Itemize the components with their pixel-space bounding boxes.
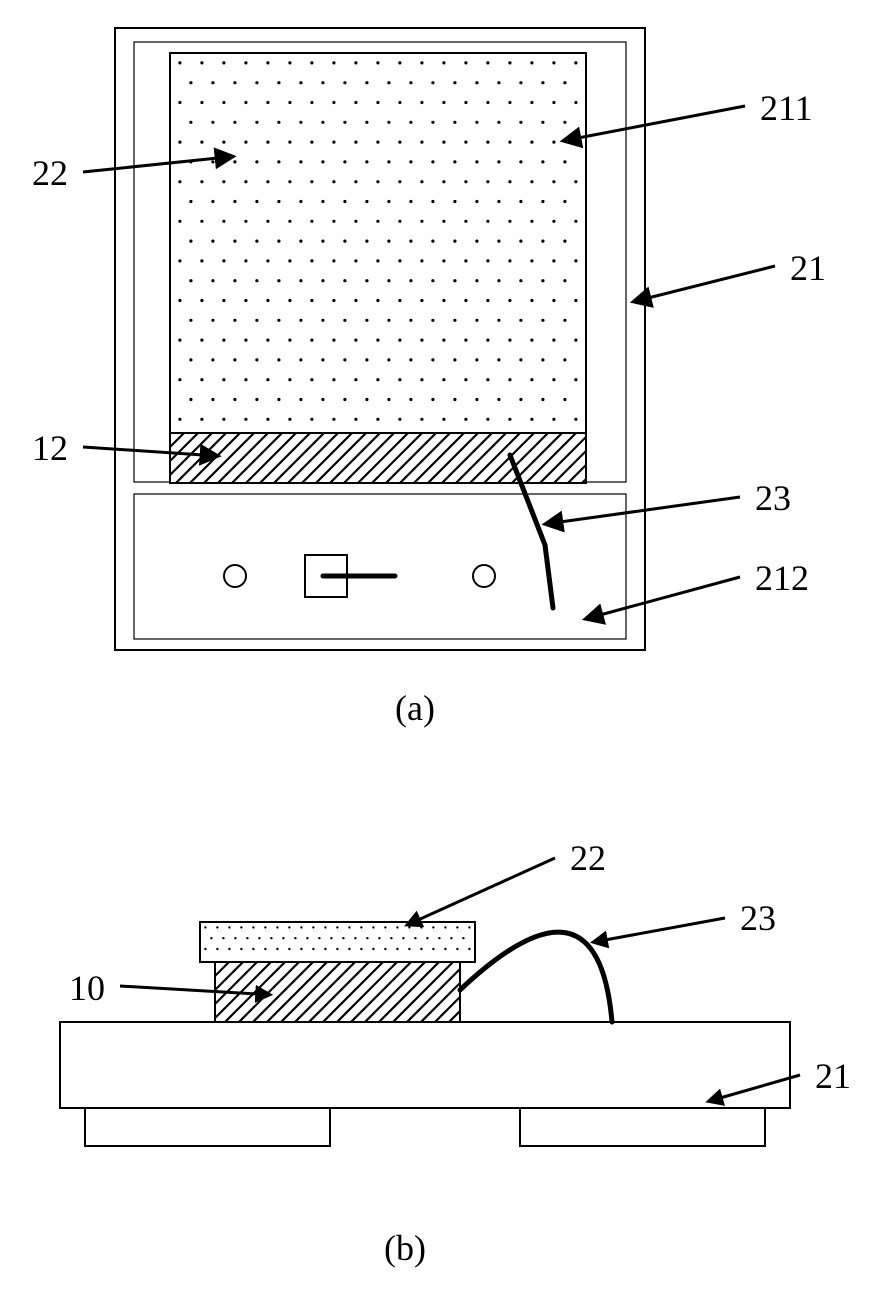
dotted-panel-22 [170, 53, 586, 433]
stage-top-21 [60, 1022, 790, 1108]
panel-a: 12 21 22 23 211 212 (a) [32, 28, 826, 728]
region-212 [134, 494, 626, 639]
label-22-a-text: 22 [32, 153, 68, 193]
label-22-b-text: 22 [570, 838, 606, 878]
wire-23-b [460, 932, 612, 1022]
label-211-a-text: 211 [760, 88, 813, 128]
label-21-a: 21 [648, 248, 826, 298]
dotted-panel-22-bg [170, 53, 586, 433]
label-23-a-text: 23 [755, 478, 791, 518]
label-12-a-text: 12 [32, 428, 68, 468]
dotted-block-22 [200, 922, 475, 962]
panel-a-caption: (a) [395, 688, 435, 728]
label-212-a-text: 212 [755, 558, 809, 598]
label-23-b-text: 23 [740, 898, 776, 938]
label-22-b: 22 [418, 838, 606, 920]
label-21-a-text: 21 [790, 248, 826, 288]
label-10-b-text: 10 [69, 968, 105, 1008]
panel-b-caption: (b) [384, 1228, 426, 1268]
label-23-b: 23 [605, 898, 776, 940]
label-21-b-text: 21 [815, 1056, 851, 1096]
stage-foot-left [85, 1108, 330, 1146]
panel-b: 10 21 22 23 (b) [60, 838, 851, 1268]
stage-foot-right [520, 1108, 765, 1146]
